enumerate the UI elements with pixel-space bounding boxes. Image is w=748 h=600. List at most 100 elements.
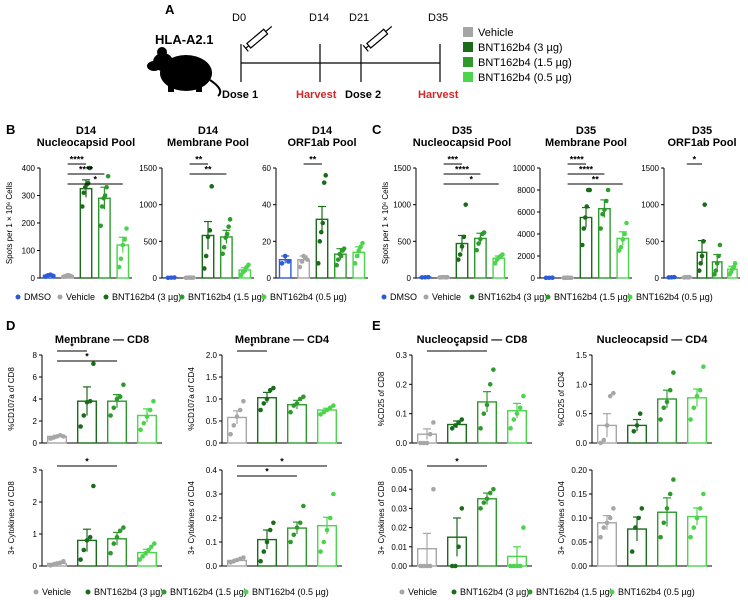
data-point — [601, 525, 607, 530]
panel-letter-c: C — [372, 122, 382, 137]
data-point — [241, 398, 246, 404]
data-point — [315, 261, 321, 266]
data-point — [99, 204, 105, 209]
y-tick-label: 0.2 — [206, 514, 218, 523]
data-point — [327, 515, 333, 521]
significance-label: ** — [204, 165, 212, 175]
y-tick-label: 1 — [33, 530, 38, 539]
data-point — [226, 224, 231, 229]
y-axis-label: %CD107a of CD8 — [7, 367, 16, 431]
y-axis-label: Spots per 1 × 10⁶ Cells — [5, 182, 14, 264]
y-tick-label: 10000 — [513, 164, 536, 173]
data-point — [714, 261, 720, 266]
data-point — [633, 525, 638, 530]
chart-membrane-cd8-cd107a: Membrane — CD8 %CD107a of CD8 0 2 4 6 8 * * — [7, 334, 162, 448]
data-point — [431, 420, 436, 425]
data-point — [117, 528, 123, 534]
data-point — [584, 204, 590, 209]
y-tick-label: 0.0 — [396, 439, 408, 448]
data-point — [691, 405, 697, 411]
data-point — [360, 240, 365, 246]
data-point — [144, 414, 150, 419]
chart-title: D35 — [452, 125, 472, 137]
legend-label: BNT162b4 (1.5 µg) — [536, 587, 613, 597]
data-point — [598, 440, 603, 446]
data-point — [484, 496, 490, 502]
data-point — [258, 558, 263, 564]
chart-nucleocapsid-cd8-cytokines: 3+ Cytokines of CD8 0.00 0.01 0.02 0.03 0.04 0… — [377, 457, 532, 571]
day-label-d21: D21 — [349, 12, 369, 24]
legend-marker — [451, 589, 457, 595]
y-tick-label: 0 — [33, 562, 38, 571]
legend-label: Vehicle — [66, 292, 95, 302]
data-point — [618, 244, 624, 250]
data-point — [78, 424, 83, 429]
y-tick-label: 0.4 — [206, 466, 218, 475]
y-tick-label: 1500 — [393, 164, 411, 173]
legend-label: BNT162b4 (3 µg) — [478, 292, 547, 302]
data-point — [297, 264, 303, 270]
y-tick-label: 0.5 — [576, 410, 588, 419]
data-point — [699, 253, 705, 259]
data-point — [264, 539, 270, 545]
data-point — [323, 173, 329, 178]
mouse-icon — [147, 47, 222, 97]
data-point — [546, 275, 552, 281]
data-point — [209, 184, 215, 189]
chart-title: D35 — [692, 125, 712, 137]
data-point — [579, 242, 585, 248]
syringe-icon — [242, 25, 273, 52]
bar — [79, 187, 93, 279]
data-point — [111, 405, 117, 411]
y-tick-label: 0.0 — [206, 439, 218, 448]
data-point — [461, 234, 467, 240]
data-point — [297, 520, 303, 526]
data-point — [487, 490, 493, 496]
data-point — [231, 423, 237, 428]
data-point — [223, 235, 228, 240]
data-point — [301, 503, 306, 509]
data-point — [622, 231, 627, 237]
y-axis-label: %CD25 of CD4 — [557, 371, 566, 426]
data-point — [521, 525, 526, 530]
data-point — [61, 558, 66, 564]
legend-marker — [423, 294, 429, 300]
data-point — [701, 491, 706, 497]
data-point — [118, 256, 124, 262]
data-point — [431, 486, 436, 492]
legend-b: DMSO Vehicle BNT162b4 (3 µg) BNT162b4 (1… — [15, 292, 347, 302]
data-point — [601, 437, 607, 443]
chart-membrane-cd4-cd107a: Membrane — CD4 %CD107a of CD4 0.0 0.5 1.0 1.5… — [187, 334, 342, 448]
data-point — [611, 390, 616, 396]
data-point — [639, 506, 645, 511]
legend-marker — [15, 294, 21, 300]
data-point — [297, 396, 303, 402]
significance-label: * — [469, 175, 473, 185]
data-point — [84, 538, 90, 543]
data-point — [224, 231, 230, 237]
data-point — [152, 541, 157, 546]
data-point — [335, 257, 341, 262]
y-tick-label: 1500 — [641, 164, 659, 173]
data-point — [687, 274, 692, 280]
chart-title: ORF1ab Pool — [667, 137, 736, 149]
y-tick-label: 6 — [33, 373, 38, 382]
y-tick-label: 0.05 — [571, 538, 587, 547]
data-point — [426, 274, 431, 280]
data-point — [318, 412, 323, 417]
y-tick-label: 8 — [33, 351, 38, 360]
data-point — [124, 226, 129, 231]
data-point — [712, 272, 717, 277]
data-point — [147, 407, 153, 413]
significance-label: **** — [570, 155, 585, 165]
legend-label: BNT162b4 (0.5 µg) — [618, 587, 695, 597]
significance-label: **** — [455, 165, 470, 175]
data-point — [607, 515, 613, 521]
legend-marker — [161, 589, 167, 595]
y-tick-label: 8000 — [517, 186, 535, 195]
data-point — [317, 239, 323, 244]
chart-title: Membrane Pool — [545, 137, 627, 149]
data-point — [661, 520, 667, 526]
